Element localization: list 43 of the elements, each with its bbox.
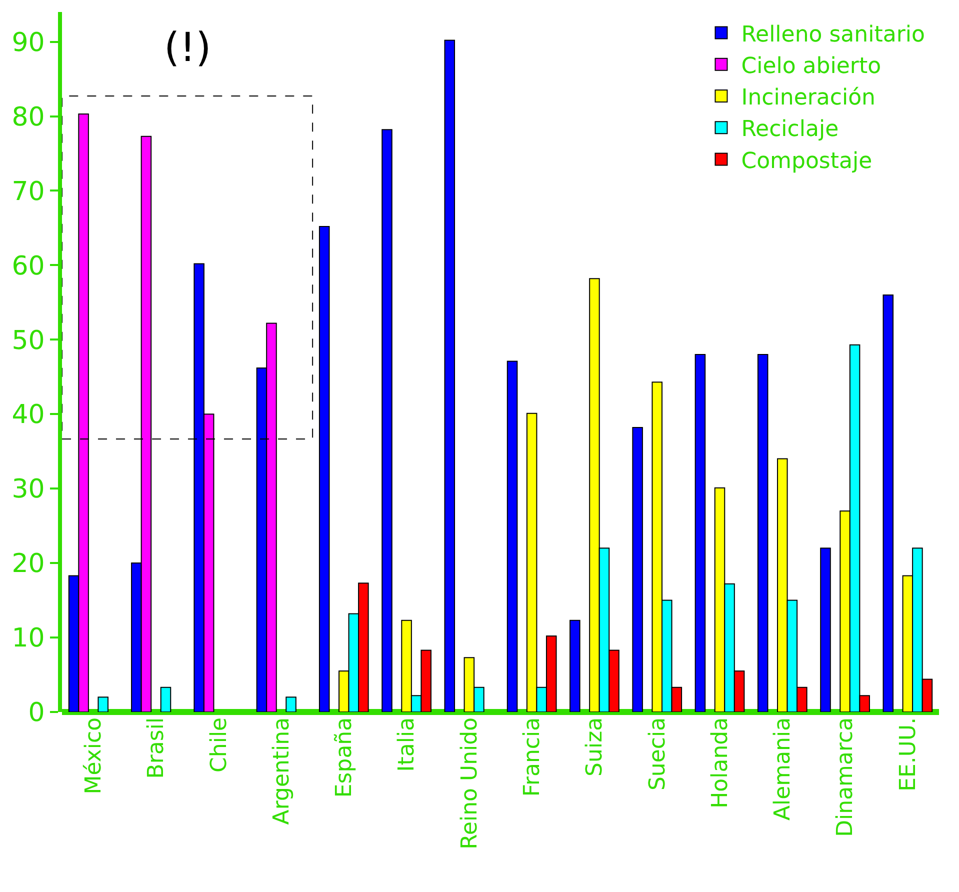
x-tick-label: Reino Unido bbox=[457, 717, 482, 850]
bar bbox=[286, 696, 296, 712]
y-tick-label: 0 bbox=[28, 698, 45, 728]
x-tick-label: Alemania bbox=[770, 717, 796, 821]
x-tick-label: México bbox=[81, 717, 106, 794]
bar bbox=[632, 427, 643, 712]
x-tick-label: Holanda bbox=[708, 717, 733, 808]
y-tick-label: 70 bbox=[12, 176, 45, 207]
y-tick-label: 20 bbox=[12, 549, 45, 580]
y-tick-label: 90 bbox=[12, 28, 45, 58]
bar bbox=[506, 360, 518, 712]
bar bbox=[820, 548, 831, 712]
y-tick-label: 30 bbox=[12, 474, 45, 505]
x-tick-label: Chile bbox=[206, 717, 232, 772]
bar bbox=[98, 696, 108, 712]
bar bbox=[160, 686, 172, 712]
annotation: (!) bbox=[164, 25, 212, 71]
legend-label: Cielo abierto bbox=[741, 54, 882, 79]
legend-label: Compostaje bbox=[741, 148, 872, 174]
bar bbox=[318, 226, 330, 712]
x-tick-label: Francia bbox=[520, 717, 545, 797]
y-tick-label: 50 bbox=[12, 326, 45, 356]
x-tick-label: Dinamarca bbox=[833, 717, 858, 837]
x-tick-label: Suiza bbox=[582, 717, 608, 776]
legend-label: Relleno sanitario bbox=[741, 22, 925, 48]
x-tick-label: España bbox=[332, 717, 358, 798]
legend-label: Incineración bbox=[741, 86, 876, 111]
x-tick-label: Italia bbox=[394, 717, 420, 772]
x-tick-label: Brasil bbox=[144, 717, 170, 779]
y-tick-label: 60 bbox=[12, 251, 45, 282]
x-tick-label: EE.UU. bbox=[896, 717, 921, 792]
bar bbox=[382, 129, 392, 712]
y-tick-label: 40 bbox=[12, 400, 45, 430]
x-tick-label: Suecia bbox=[645, 717, 670, 791]
y-tick-label: 80 bbox=[12, 102, 45, 132]
bar bbox=[570, 620, 580, 712]
legend-label: Reciclaje bbox=[741, 117, 839, 142]
y-tick-label: 10 bbox=[12, 624, 45, 654]
bar bbox=[694, 354, 706, 712]
x-tick-label: Argentina bbox=[269, 717, 294, 825]
bar bbox=[444, 40, 456, 712]
bar bbox=[757, 354, 768, 712]
bar bbox=[882, 294, 894, 712]
